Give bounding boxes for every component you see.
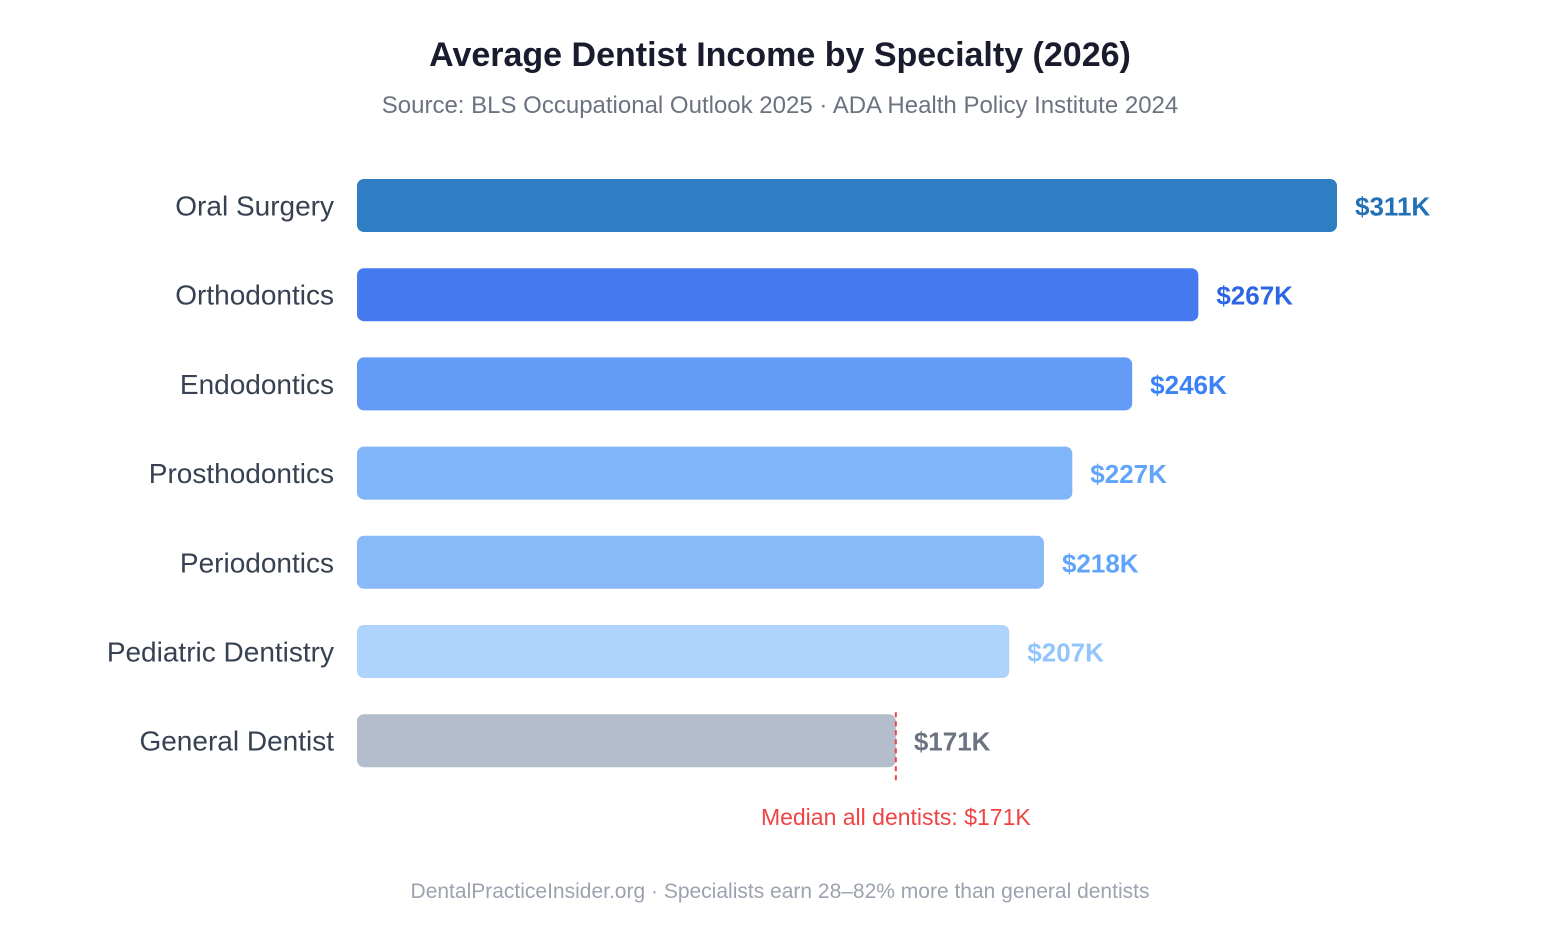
chart-subtitle: Source: BLS Occupational Outlook 2025 · … xyxy=(381,92,1179,119)
value-label: $267K xyxy=(1216,281,1293,311)
bar xyxy=(357,714,896,768)
bar xyxy=(357,625,1010,678)
category-label: Pediatric Dentistry xyxy=(107,637,334,668)
category-label: Orthodontics xyxy=(175,280,334,311)
category-label: General Dentist xyxy=(139,726,334,757)
median-label: Median all dentists: $171K xyxy=(761,804,1031,830)
bar xyxy=(357,446,1073,500)
bar xyxy=(357,535,1044,589)
value-label: $171K xyxy=(914,727,991,757)
bar xyxy=(357,357,1133,411)
bar xyxy=(357,268,1199,322)
value-label: $218K xyxy=(1062,548,1139,578)
value-label: $207K xyxy=(1027,638,1104,668)
category-label: Prosthodontics xyxy=(149,458,334,489)
value-label: $227K xyxy=(1090,459,1167,489)
value-label: $311K xyxy=(1355,192,1430,222)
bar xyxy=(357,179,1337,232)
chart-footer: DentalPracticeInsider.org · Specialists … xyxy=(410,880,1150,903)
category-label: Endodontics xyxy=(180,369,334,400)
category-label: Periodontics xyxy=(180,547,334,578)
category-label: Oral Surgery xyxy=(175,191,334,222)
value-label: $246K xyxy=(1150,370,1227,400)
chart-title: Average Dentist Income by Specialty (202… xyxy=(429,36,1131,74)
